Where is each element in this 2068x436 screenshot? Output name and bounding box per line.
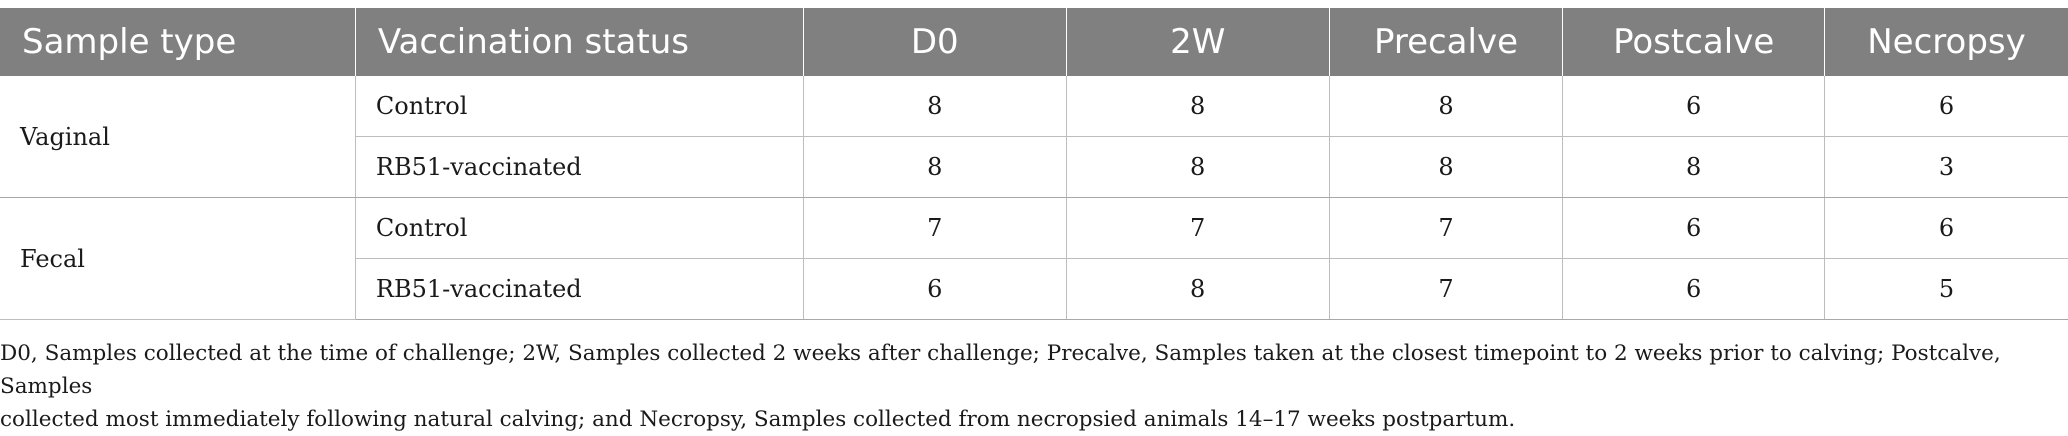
table-row: Vaginal Control 8 8 8 6 6 [0,76,2068,137]
footnote-line-1: D0, Samples collected at the time of cha… [0,337,2040,403]
vaccination-status-cell: RB51-vaccinated [355,137,803,198]
value-cell: 8 [803,76,1066,137]
value-cell: 7 [803,198,1066,259]
header-necropsy: Necropsy [1825,8,2068,76]
value-cell: 6 [1563,198,1825,259]
value-cell: 7 [1066,198,1329,259]
data-table-container: Sample type Vaccination status D0 2W Pre… [0,8,2068,320]
vaccination-status-cell: Control [355,198,803,259]
value-cell: 6 [1563,259,1825,320]
header-sample-type: Sample type [0,8,355,76]
value-cell: 8 [1329,76,1563,137]
header-2w: 2W [1066,8,1329,76]
sample-counts-table: Sample type Vaccination status D0 2W Pre… [0,8,2068,320]
value-cell: 8 [1066,76,1329,137]
value-cell: 7 [1329,259,1563,320]
value-cell: 6 [1825,76,2068,137]
value-cell: 6 [803,259,1066,320]
value-cell: 8 [1066,259,1329,320]
value-cell: 7 [1329,198,1563,259]
header-postcalve: Postcalve [1563,8,1825,76]
vaccination-status-cell: RB51-vaccinated [355,259,803,320]
sample-type-cell: Vaginal [0,76,355,198]
value-cell: 5 [1825,259,2068,320]
header-vaccination-status: Vaccination status [355,8,803,76]
sample-type-cell: Fecal [0,198,355,320]
value-cell: 8 [803,137,1066,198]
footnote-line-2: collected most immediately following nat… [0,403,2040,436]
value-cell: 8 [1563,137,1825,198]
header-row: Sample type Vaccination status D0 2W Pre… [0,8,2068,76]
value-cell: 8 [1329,137,1563,198]
table-footnote: D0, Samples collected at the time of cha… [0,337,2040,436]
header-d0: D0 [803,8,1066,76]
value-cell: 6 [1563,76,1825,137]
vaccination-status-cell: Control [355,76,803,137]
value-cell: 3 [1825,137,2068,198]
header-precalve: Precalve [1329,8,1563,76]
value-cell: 6 [1825,198,2068,259]
table-row: Fecal Control 7 7 7 6 6 [0,198,2068,259]
value-cell: 8 [1066,137,1329,198]
